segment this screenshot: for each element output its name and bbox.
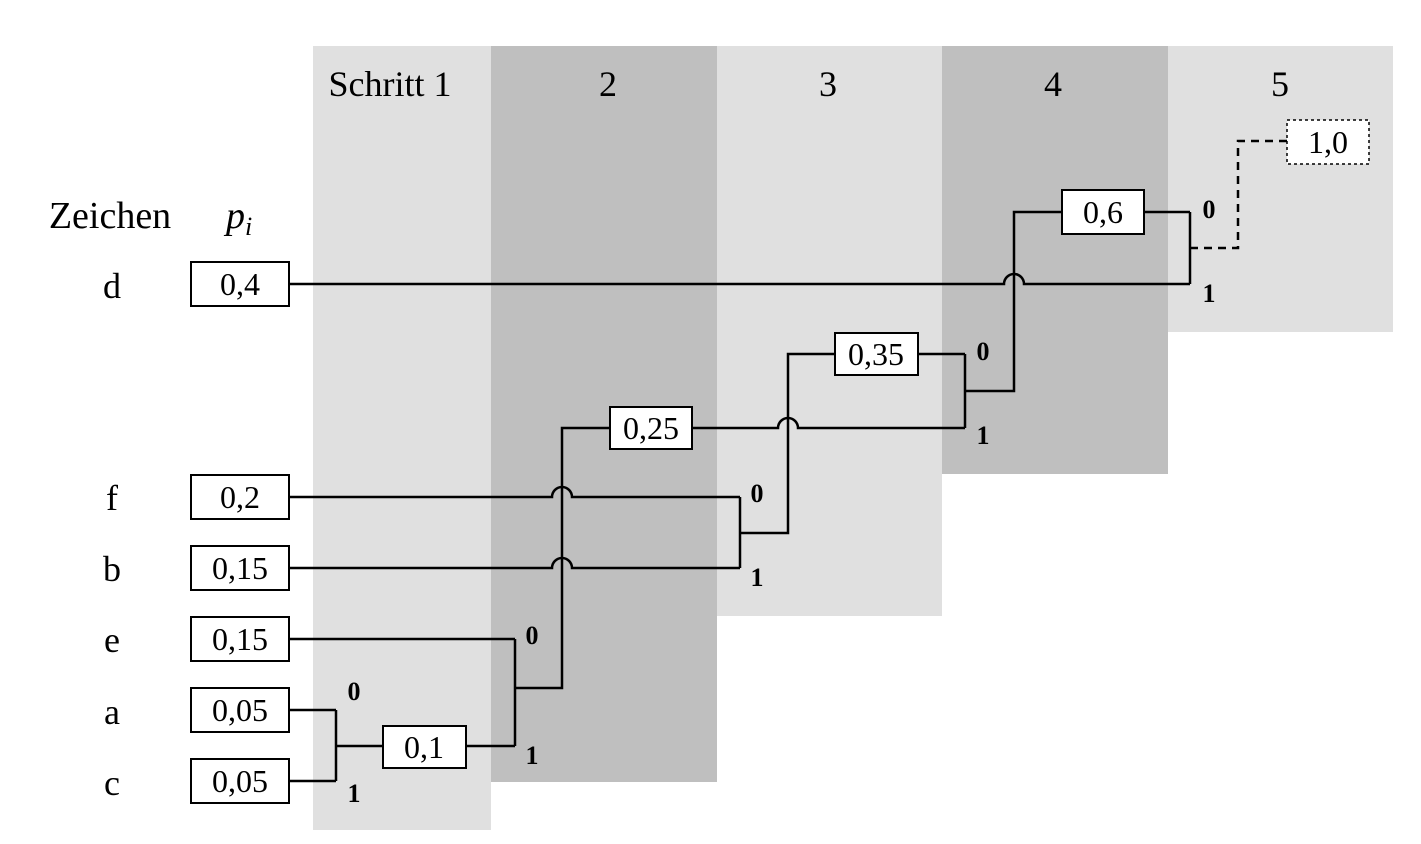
bit-0-1: 1 [526, 741, 539, 770]
bit-c: 1 [348, 779, 361, 808]
symbol-d: d [103, 266, 121, 306]
symbol-c: c [104, 763, 120, 803]
merge-box-step-2-frame [609, 406, 693, 450]
merge-box-step-4-frame [1061, 189, 1145, 235]
prob-box-e-frame [190, 616, 290, 662]
merge-box-step-5: 1,0 [1286, 119, 1370, 165]
merge-value-step-2: 0,25 [623, 410, 679, 446]
step-5-band [1168, 46, 1393, 332]
symbol-f: f [106, 478, 118, 518]
merge-value-step-3: 0,35 [848, 336, 904, 372]
prob-box-d-frame [190, 261, 290, 307]
prob-box-f: 0,2 [190, 474, 290, 520]
prob-column-header: pi [223, 195, 252, 241]
bit-0-25: 1 [977, 421, 990, 450]
prob-box-f-frame [190, 474, 290, 520]
bit-b: 1 [751, 563, 764, 592]
prob-box-c: 0,05 [190, 758, 290, 804]
merge-box-step-3-frame [834, 332, 919, 376]
prob-value-b: 0,15 [212, 550, 268, 586]
bit-d: 1 [1203, 279, 1216, 308]
prob-box-a: 0,05 [190, 687, 290, 733]
prob-value-f: 0,2 [220, 479, 260, 515]
merge-box-step-5-frame [1286, 119, 1370, 165]
symbol-a: a [104, 692, 120, 732]
wire-to-0-6 [965, 210, 1062, 393]
merge-value-step-5: 1,0 [1308, 124, 1348, 160]
wire-to-1-0 [1190, 139, 1287, 250]
prob-box-b-frame [190, 545, 290, 591]
prob-box-a-frame [190, 687, 290, 733]
wire-to-0-25 [515, 426, 610, 690]
prob-header-base: p [223, 195, 245, 237]
bit-0-35: 0 [977, 337, 990, 366]
bit-a: 0 [348, 677, 361, 706]
merge-box-step-1-frame [382, 725, 467, 769]
merge-value-step-4: 0,6 [1083, 194, 1123, 230]
prob-box-c-frame [190, 758, 290, 804]
step-4-label: 4 [1044, 64, 1062, 104]
prob-value-a: 0,05 [212, 692, 268, 728]
step-2-label: 2 [599, 64, 617, 104]
step-1-label: Schritt 1 [329, 64, 452, 104]
bit-e: 0 [526, 621, 539, 650]
symbol-e: e [104, 620, 120, 660]
prob-box-d: 0,4 [190, 261, 290, 307]
bit-f: 0 [751, 479, 764, 508]
prob-box-e: 0,15 [190, 616, 290, 662]
merge-box-step-3: 0,35 [834, 332, 919, 376]
tree-connections [289, 139, 1287, 783]
step-3-band [717, 46, 942, 616]
merge-box-step-2: 0,25 [609, 406, 693, 450]
prob-header-sub: i [245, 212, 252, 241]
wire-to-0-35 [740, 352, 835, 535]
step-3-label: 3 [819, 64, 837, 104]
step-1-band [313, 46, 491, 830]
merge-value-step-1: 0,1 [404, 729, 444, 765]
symbol-b: b [103, 549, 121, 589]
prob-value-c: 0,05 [212, 763, 268, 799]
step-4-band [942, 46, 1168, 474]
step-5-label: 5 [1271, 64, 1289, 104]
symbol-column-header: Zeichen [49, 195, 171, 237]
merge-box-step-1: 0,1 [382, 725, 467, 769]
prob-box-b: 0,15 [190, 545, 290, 591]
prob-value-e: 0,15 [212, 621, 268, 657]
prob-value-d: 0,4 [220, 266, 260, 302]
bit-0-6: 0 [1203, 195, 1216, 224]
merge-box-step-4: 0,6 [1061, 189, 1145, 235]
